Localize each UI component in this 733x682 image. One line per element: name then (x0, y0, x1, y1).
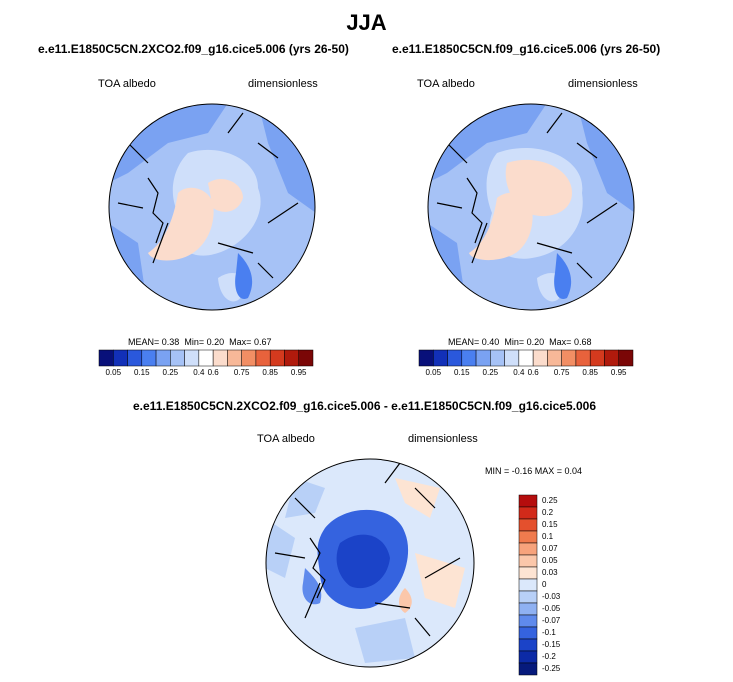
colorbar-swatch (433, 349, 448, 367)
diff-colorbar (518, 494, 538, 676)
colorbar-tick-label: 0.25 (542, 496, 558, 505)
diff-polar-map (265, 458, 475, 668)
colorbar-swatch (170, 349, 185, 367)
colorbar-tick-label: 0.95 (290, 368, 307, 377)
colorbar-tick-label: 0 (542, 580, 547, 589)
colorbar-swatch (518, 638, 538, 652)
colorbar-tick-label: 0.1 (542, 532, 554, 541)
colorbar-swatch (155, 349, 171, 367)
colorbar-tick-label: -0.15 (542, 640, 561, 649)
colorbar-swatch (255, 349, 271, 367)
colorbar-swatch (604, 349, 619, 367)
colorbar-swatch (518, 554, 538, 568)
colorbar-swatch (269, 349, 285, 367)
colorbar-swatch (184, 349, 200, 367)
colorbar-swatch (532, 349, 548, 367)
figure-title: JJA (346, 10, 387, 35)
panel2-polar-map (427, 103, 635, 311)
colorbar-tick-label: 0.6 (207, 368, 219, 377)
panel1-polar-map (108, 103, 316, 311)
colorbar-swatch (298, 349, 314, 367)
diff-minmax: MIN = -0.16 MAX = 0.04 (485, 466, 583, 476)
colorbar-swatch (547, 349, 562, 367)
colorbar-swatch (504, 349, 520, 367)
colorbar-tick-label: 0.95 (610, 368, 627, 377)
colorbar-tick-label: -0.2 (542, 652, 556, 661)
colorbar-swatch (518, 662, 538, 676)
diff-colorbar-ticks: 0.25 0.2 0.15 0.1 0.07 0.05 0.03 0 -0.03 -0.05 -0.… (542, 495, 582, 675)
colorbar-tick-label: -0.07 (542, 616, 561, 625)
panel2-stats: MEAN= 0.40 Min= 0.20 Max= 0.68 (448, 337, 592, 347)
colorbar-tick-label: 0.15 (542, 520, 558, 529)
colorbar-swatch (575, 349, 591, 367)
colorbar-swatch (518, 650, 538, 664)
colorbar-tick-label: 0.4 (513, 368, 525, 377)
colorbar-swatch (518, 626, 538, 640)
colorbar-swatch (212, 349, 228, 367)
colorbar-swatch (518, 566, 538, 580)
colorbar-tick-label: 0.15 (134, 368, 150, 377)
colorbar-swatch (518, 530, 538, 544)
colorbar-swatch (518, 602, 538, 616)
colorbar-swatch (198, 349, 214, 367)
colorbar-swatch (589, 349, 605, 367)
diff-case-name: e.e11.E1850C5CN.2XCO2.f09_g16.cice5.006 … (133, 399, 596, 413)
panel1-colorbar-ticks: 0.05 0.15 0.25 0.4 0.6 0.75 0.85 0.95 (99, 368, 313, 380)
colorbar-swatch (475, 349, 491, 367)
colorbar-swatch (518, 518, 538, 532)
colorbar-swatch (127, 349, 143, 367)
colorbar-swatch (227, 349, 242, 367)
colorbar-swatch (561, 349, 577, 367)
colorbar-tick-label: 0.05 (105, 368, 122, 377)
colorbar-tick-label: 0.25 (162, 368, 179, 377)
colorbar-tick-label: -0.03 (542, 592, 561, 601)
panel1-case-name: e.e11.E1850C5CN.2XCO2.f09_g16.cice5.006 … (38, 42, 349, 56)
colorbar-swatch (518, 578, 538, 592)
colorbar-swatch (418, 349, 434, 367)
colorbar-tick-label: -0.1 (542, 628, 556, 637)
colorbar-swatch (490, 349, 505, 367)
colorbar-tick-label: 0.85 (582, 368, 598, 377)
diff-units-label: dimensionless (408, 433, 478, 445)
colorbar-swatch (518, 506, 538, 520)
panel2-colorbar-ticks: 0.05 0.15 0.25 0.4 0.6 0.75 0.85 0.95 (419, 368, 633, 380)
panel2-units-label: dimensionless (568, 78, 638, 90)
colorbar-swatch (113, 349, 128, 367)
diff-variable-label: TOA albedo (257, 433, 315, 445)
colorbar-swatch (518, 614, 538, 628)
colorbar-swatch (241, 349, 257, 367)
colorbar-swatch (518, 542, 538, 556)
colorbar-swatch (518, 349, 534, 367)
colorbar-swatch (447, 349, 463, 367)
colorbar-tick-label: 0.85 (262, 368, 278, 377)
panel1-colorbar (98, 349, 314, 367)
colorbar-tick-label: 0.25 (482, 368, 499, 377)
panel1-stats: MEAN= 0.38 Min= 0.20 Max= 0.67 (128, 337, 272, 347)
colorbar-swatch (518, 590, 538, 604)
colorbar-swatch (461, 349, 477, 367)
colorbar-tick-label: 0.6 (527, 368, 539, 377)
colorbar-swatch (141, 349, 157, 367)
colorbar-tick-label: -0.25 (542, 664, 561, 673)
colorbar-tick-label: -0.05 (542, 604, 561, 613)
colorbar-tick-label: 0.03 (542, 568, 558, 577)
colorbar-tick-label: 0.07 (542, 544, 558, 553)
colorbar-swatch (518, 494, 538, 508)
panel2-case-name: e.e11.E1850C5CN.f09_g16.cice5.006 (yrs 2… (392, 42, 661, 56)
colorbar-tick-label: 0.75 (233, 368, 250, 377)
panel1-variable-label: TOA albedo (98, 78, 156, 90)
panel2-colorbar (418, 349, 634, 367)
colorbar-swatch (618, 349, 634, 367)
colorbar-swatch (284, 349, 299, 367)
colorbar-tick-label: 0.4 (193, 368, 205, 377)
colorbar-tick-label: 0.15 (454, 368, 470, 377)
colorbar-swatch (98, 349, 114, 367)
panel2-variable-label: TOA albedo (417, 78, 475, 90)
panel1-units-label: dimensionless (248, 78, 318, 90)
colorbar-tick-label: 0.75 (553, 368, 570, 377)
colorbar-tick-label: 0.05 (542, 556, 558, 565)
colorbar-tick-label: 0.2 (542, 508, 554, 517)
colorbar-tick-label: 0.05 (425, 368, 442, 377)
